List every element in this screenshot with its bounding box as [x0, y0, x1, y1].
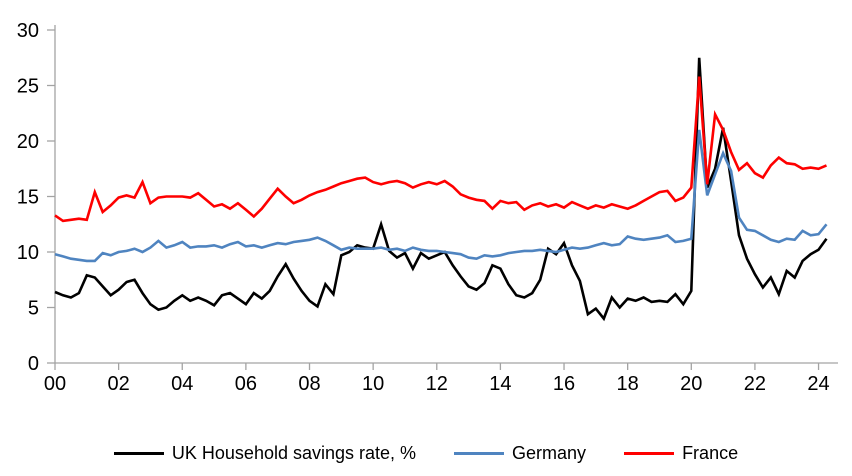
- y-tick-label: 30: [17, 20, 39, 42]
- y-tick-label: 0: [28, 353, 39, 375]
- x-tick-label: 20: [680, 373, 702, 395]
- legend-item-france: France: [624, 443, 738, 464]
- legend-item-uk-household-savings-rate: UK Household savings rate, %: [113, 443, 417, 464]
- y-tick-label: 15: [17, 187, 39, 209]
- series-line-germany: [54, 129, 828, 263]
- x-tick-label: 12: [426, 373, 448, 395]
- y-tick-label: 25: [17, 76, 39, 98]
- legend-line-germany: [454, 452, 505, 455]
- chart-legend: UK Household savings rate, % Germany Fra…: [0, 443, 852, 464]
- legend-label-uk: UK Household savings rate, %: [171, 443, 417, 463]
- x-tick-label: 04: [171, 373, 193, 395]
- legend-line-france: [624, 452, 675, 455]
- x-tick-label: 16: [553, 373, 575, 395]
- x-tick-label: 18: [617, 373, 639, 395]
- x-tick-label: 24: [807, 373, 829, 395]
- x-tick-label: 06: [235, 373, 257, 395]
- x-tick-label: 10: [362, 373, 384, 395]
- legend-line-uk: [113, 452, 164, 455]
- x-tick-label: 08: [298, 373, 320, 395]
- legend-item-germany: Germany: [454, 443, 586, 464]
- y-tick-label: 5: [28, 298, 39, 320]
- y-tick-label: 10: [17, 242, 39, 264]
- x-tick-label: 02: [108, 373, 130, 395]
- x-tick-label: 22: [744, 373, 766, 395]
- series-line-france: [54, 76, 828, 223]
- x-tick-label: 14: [489, 373, 511, 395]
- x-tick-label: 00: [44, 373, 66, 395]
- legend-label-france: France: [682, 443, 739, 463]
- legend-label-germany: Germany: [512, 443, 587, 463]
- y-tick-label: 20: [17, 131, 39, 153]
